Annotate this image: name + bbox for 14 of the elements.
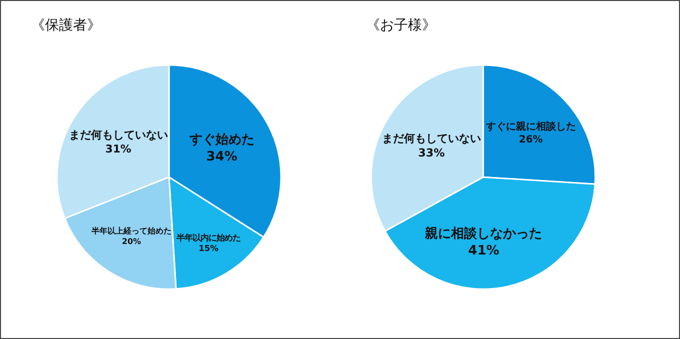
chart-title: 《お子様》 <box>366 17 436 34</box>
slice-label: すぐ始めた <box>188 132 254 148</box>
data-label: 41% <box>468 244 500 259</box>
slice-label: まだ何もしていない <box>68 128 168 142</box>
data-label: 26% <box>518 134 543 146</box>
chart-title: 《保護者》 <box>31 17 101 34</box>
data-label: 33% <box>418 146 445 160</box>
slice-label: 親に相談しなかった <box>424 226 542 242</box>
slice-label: すぐに親に相談した <box>484 120 576 132</box>
data-label: 15% <box>198 243 220 254</box>
data-label: 31% <box>105 142 132 156</box>
slice-label: まだ何もしていない <box>382 132 481 146</box>
slice-label: 半年以内に始めた <box>176 232 241 242</box>
data-label: 34% <box>206 149 238 164</box>
